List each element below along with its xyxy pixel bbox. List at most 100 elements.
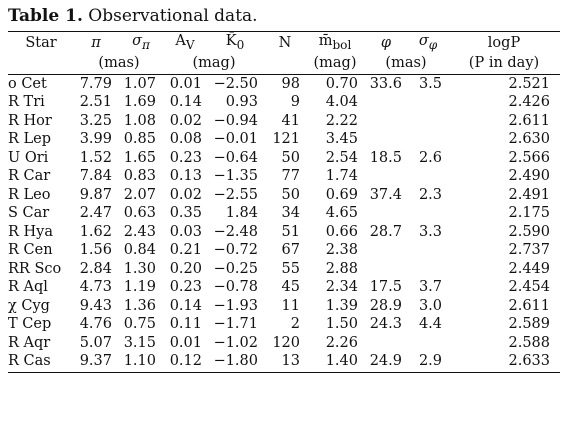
- cell-phi: 18.5: [369, 149, 402, 166]
- header-mbol-sub: bol: [332, 37, 352, 52]
- header-sigma-phi: σφ: [408, 32, 448, 55]
- cell-sigma-phi: 2.6: [418, 149, 442, 166]
- table-row: R Lep 3.99 0.85 0.08 −0.01 121 3.45 2.630: [8, 130, 560, 149]
- table-row: o Cet 7.79 1.07 0.01 −2.50 98 0.70 33.6 3.5 2.521: [8, 74, 560, 93]
- cell-mbol: 4.65: [325, 205, 358, 222]
- cell-star: R Hya: [8, 223, 54, 240]
- cell-av: 0.21: [169, 242, 202, 259]
- cell-pi: 9.37: [79, 353, 112, 370]
- header-sigma-pi-sub: π: [141, 37, 150, 52]
- cell-star: U Ori: [8, 149, 49, 166]
- cell-logp: 2.490: [508, 168, 550, 185]
- cell-logp: 2.491: [508, 186, 550, 203]
- cell-pi: 5.07: [79, 334, 112, 351]
- cell-phi: [364, 241, 408, 260]
- cell-star: o Cet: [8, 75, 47, 92]
- cell-mbol: 1.40: [325, 353, 358, 370]
- header-pi: π: [74, 32, 118, 55]
- cell-phi: 24.3: [369, 316, 402, 333]
- cell-logp: 2.521: [508, 75, 550, 92]
- cell-k0: −2.50: [213, 75, 258, 92]
- cell-phi: [364, 167, 408, 186]
- cell-k0: −1.93: [213, 297, 258, 314]
- cell-n: 51: [281, 223, 300, 240]
- cell-av: 0.01: [169, 75, 202, 92]
- cell-pi: 3.99: [79, 131, 112, 148]
- cell-mbol: 2.26: [325, 334, 358, 351]
- cell-logp: 2.630: [508, 131, 550, 148]
- cell-star: T Cep: [8, 316, 52, 333]
- cell-sigma-pi: 1.08: [123, 112, 156, 129]
- table-top-rule: [8, 30, 560, 32]
- cell-pi: 1.62: [79, 223, 112, 240]
- cell-n: 50: [281, 149, 300, 166]
- cell-sigma-phi: 3.7: [418, 279, 442, 296]
- header-sigma-pi-symbol: σ: [132, 33, 142, 49]
- header-sigma-phi-sub: φ: [428, 37, 438, 52]
- cell-n: 45: [281, 279, 300, 296]
- table-header: Star π σπ AV K̄0 N m̄bol φ σφ logP (mas)…: [8, 30, 560, 75]
- cell-sigma-pi: 1.10: [123, 353, 156, 370]
- cell-n: 98: [281, 75, 300, 92]
- cell-k0: −0.01: [213, 131, 258, 148]
- header-k0: K̄0: [206, 32, 264, 55]
- header-phi: φ: [364, 32, 408, 55]
- cell-phi: 17.5: [369, 279, 402, 296]
- header-sigma-pi: σπ: [118, 32, 164, 55]
- cell-n: 41: [281, 112, 300, 129]
- cell-mbol: 0.70: [325, 75, 358, 92]
- cell-av: 0.35: [169, 205, 202, 222]
- table-row: R Aqr 5.07 3.15 0.01 −1.02 120 2.26 2.588: [8, 334, 560, 353]
- cell-n: 120: [272, 334, 300, 351]
- cell-pi: 9.43: [79, 297, 112, 314]
- cell-n: 67: [281, 242, 300, 259]
- cell-logp: 2.590: [508, 223, 550, 240]
- header-k0-symbol: K̄: [225, 33, 237, 49]
- cell-phi: [364, 260, 408, 279]
- cell-k0: −0.72: [213, 242, 258, 259]
- cell-k0: 1.84: [225, 205, 258, 222]
- cell-sigma-phi: 3.3: [418, 223, 442, 240]
- cell-n: 77: [281, 168, 300, 185]
- cell-sigma-phi: 4.4: [418, 316, 442, 333]
- cell-k0: −0.25: [213, 260, 258, 277]
- cell-av: 0.14: [169, 297, 202, 314]
- header-n: N: [278, 34, 292, 51]
- header-av-sub: V: [185, 37, 195, 52]
- cell-sigma-pi: 1.07: [123, 75, 156, 92]
- cell-mbol: 4.04: [325, 94, 358, 111]
- cell-star: S Car: [8, 205, 50, 222]
- cell-k0: −1.02: [213, 334, 258, 351]
- cell-mbol: 2.34: [325, 279, 358, 296]
- cell-star: RR Sco: [8, 260, 62, 277]
- cell-pi: 2.47: [79, 205, 112, 222]
- cell-pi: 2.84: [79, 260, 112, 277]
- cell-sigma-pi: 0.83: [123, 168, 156, 185]
- cell-logp: 2.588: [508, 334, 550, 351]
- cell-av: 0.13: [169, 168, 202, 185]
- header-sigma-phi-symbol: σ: [418, 33, 429, 49]
- cell-k0: −1.80: [213, 353, 258, 370]
- cell-sigma-pi: 1.36: [123, 297, 156, 314]
- cell-sigma-phi: 2.9: [418, 353, 442, 370]
- cell-sigma-phi: [408, 130, 448, 149]
- cell-av: 0.11: [169, 316, 202, 333]
- cell-sigma-pi: 0.75: [123, 316, 156, 333]
- header-mbol-symbol: m̄: [318, 33, 333, 49]
- cell-sigma-pi: 2.43: [123, 223, 156, 240]
- cell-n: 11: [281, 297, 300, 314]
- header-mbol: m̄bol: [306, 32, 364, 55]
- header-row-units: (mas) (mag) (mag) (mas) (P in day): [8, 54, 560, 73]
- header-star: Star: [25, 34, 57, 51]
- cell-n: 9: [290, 94, 300, 111]
- cell-sigma-pi: 1.65: [123, 149, 156, 166]
- units-logp: (P in day): [468, 55, 540, 72]
- cell-logp: 2.454: [508, 279, 550, 296]
- cell-av: 0.02: [169, 112, 202, 129]
- table-row: S Car 2.47 0.63 0.35 1.84 34 4.65 2.175: [8, 204, 560, 223]
- cell-phi: 33.6: [369, 75, 402, 92]
- cell-pi: 9.87: [79, 186, 112, 203]
- cell-n: 121: [272, 131, 300, 148]
- table-body: o Cet 7.79 1.07 0.01 −2.50 98 0.70 33.6 3.5 2.521…: [8, 74, 560, 373]
- table-row: R Cen 1.56 0.84 0.21 −0.72 67 2.38 2.737: [8, 241, 560, 260]
